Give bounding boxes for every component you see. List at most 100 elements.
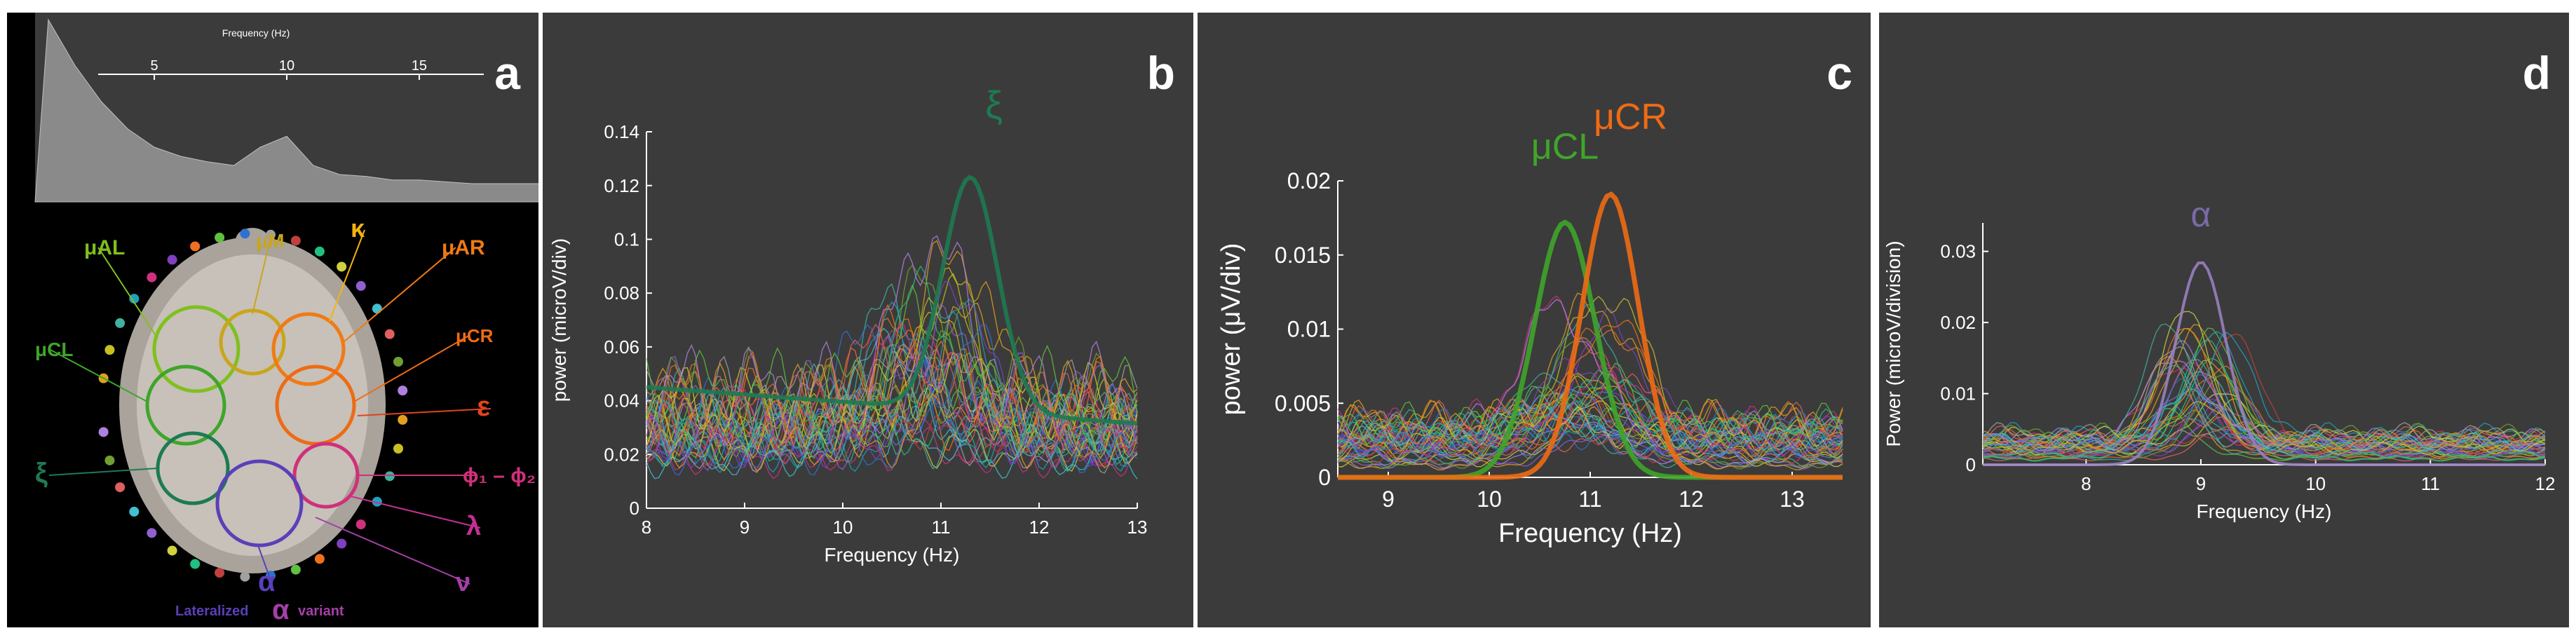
y-axis-label: Power (microV/division)	[1883, 240, 1904, 447]
electrode	[372, 496, 382, 507]
x-tick-label: 12	[2535, 473, 2556, 494]
electrode	[393, 357, 404, 367]
x-tick-label: 9	[2196, 473, 2206, 494]
component-arrow	[357, 408, 492, 416]
panel-d-chart: 8 9 10 11 12 0 0.01 0.02 0.03 Frequency (Hz) Power…	[1883, 195, 2556, 522]
lateralized-label: Lateralized	[175, 604, 248, 619]
spectrum-title: Frequency (Hz)	[222, 27, 290, 39]
background-line	[646, 297, 1138, 459]
background-line	[1337, 388, 1843, 460]
electrode	[240, 571, 250, 582]
panel-d: 8 9 10 11 12 0 0.01 0.02 0.03 Frequency (Hz) Power…	[1879, 13, 2569, 627]
mu-m-label: μM	[256, 230, 284, 252]
background-line	[1337, 299, 1843, 449]
background-line	[1337, 371, 1843, 445]
component-circle	[215, 459, 304, 547]
x-axis-label: Frequency (Hz)	[2197, 501, 2332, 522]
spectrum-tick-label: 5	[150, 58, 158, 74]
background-line	[1337, 319, 1843, 459]
background-line	[646, 424, 1138, 473]
y-tick-label: 0.005	[1275, 390, 1331, 416]
electrode	[129, 506, 140, 517]
brain-shape	[137, 254, 368, 556]
component-arrow	[48, 348, 148, 402]
x-axis-label: Frequency (Hz)	[1498, 519, 1682, 548]
variant-label: variant	[298, 604, 344, 619]
lambda-label: λ	[466, 512, 481, 541]
panel-letter-a: a	[494, 47, 520, 99]
electrode	[104, 345, 115, 355]
series-line-1	[1338, 191, 1843, 480]
electrode	[104, 455, 115, 465]
background-line	[1982, 409, 2546, 447]
electrode	[314, 246, 325, 257]
component-arrow	[353, 334, 470, 402]
background-line	[1982, 327, 2546, 453]
x-tick-label: 11	[932, 517, 951, 538]
epsilon-label: ε	[477, 391, 490, 422]
y-tick-label: 0	[1966, 454, 1976, 475]
panel-a-figure: 5 10 15 Frequency (Hz) μAL μM κ μAR μCL μCR ε ξ ϕ₁ –…	[34, 13, 538, 625]
panel-letter-d: d	[2522, 47, 2551, 99]
x-tick-label: 10	[2305, 473, 2326, 494]
background-line	[1337, 369, 1843, 444]
panel-c-chart: 9 10 11 12 13 0 0.005 0.01 0.015 0.02 Frequency (H…	[1216, 97, 1843, 548]
electrode	[337, 538, 347, 549]
background-lines	[1982, 311, 2546, 462]
component-circle	[145, 365, 226, 446]
panel-a: 5 10 15 Frequency (Hz) μAL μM κ μAR μCL μCR ε ξ ϕ₁ –…	[7, 13, 538, 627]
electrode	[290, 236, 301, 246]
x-tick-label: 9	[740, 517, 750, 538]
background-line	[646, 362, 1138, 469]
background-line	[1337, 386, 1843, 471]
background-line	[1337, 357, 1843, 459]
panel-b-chart: 8 9 10 11 12 13 0 0.02 0.04 0.06 0.08 0.1 0.12 0.14 Fr…	[548, 83, 1148, 566]
component-circle	[152, 305, 240, 393]
phi-label: ϕ₁ – ϕ₂	[463, 464, 536, 487]
component-arrow	[48, 468, 158, 476]
electrode	[355, 280, 366, 291]
y-tick-label: 0.12	[604, 175, 639, 196]
background-line	[646, 265, 1138, 456]
electrode	[115, 318, 126, 328]
panel-c: 9 10 11 12 13 0 0.005 0.01 0.015 0.02 Frequency (H…	[1198, 13, 1871, 627]
electrode	[98, 427, 109, 437]
component-arrow	[343, 247, 456, 343]
y-axis-label: power (microV/div)	[548, 238, 570, 402]
x-tick-label: 11	[1578, 486, 1601, 512]
background-line	[1337, 337, 1843, 470]
x-tick-label: 8	[642, 517, 651, 538]
electrode	[215, 568, 225, 578]
y-tick-label: 0.015	[1275, 243, 1331, 268]
spectrum-area	[34, 18, 538, 203]
electrode	[190, 559, 201, 569]
electrode	[240, 229, 250, 239]
mu-al-label: μAL	[84, 236, 125, 259]
y-tick-label: 0.01	[1287, 317, 1331, 342]
component-circle	[219, 308, 286, 376]
electrode	[190, 241, 201, 252]
panel-letter-c: c	[1826, 47, 1852, 99]
y-tick-label: 0.06	[604, 336, 639, 358]
component-arrow	[257, 545, 273, 585]
x-tick-label: 13	[1127, 517, 1148, 538]
electrode	[384, 471, 395, 482]
background-line	[1337, 406, 1843, 452]
electrode	[337, 261, 347, 272]
electrode	[372, 304, 382, 314]
panel-letter-b: b	[1146, 47, 1175, 99]
component-arrow	[252, 240, 271, 315]
electrode	[355, 519, 366, 530]
background-lines	[646, 235, 1138, 479]
y-tick-label: 0.04	[604, 390, 639, 411]
background-line	[1337, 395, 1843, 458]
electrode	[147, 272, 157, 282]
y-tick-label: 0.1	[614, 229, 639, 250]
alpha-annotation: α	[2191, 195, 2211, 234]
x-tick-label: 10	[1477, 486, 1502, 512]
series-line-0	[646, 175, 1138, 426]
x-tick-label: 10	[833, 517, 853, 538]
x-tick-label: 12	[1679, 486, 1704, 512]
electrode	[393, 443, 404, 454]
nu-label: ν	[456, 568, 470, 597]
